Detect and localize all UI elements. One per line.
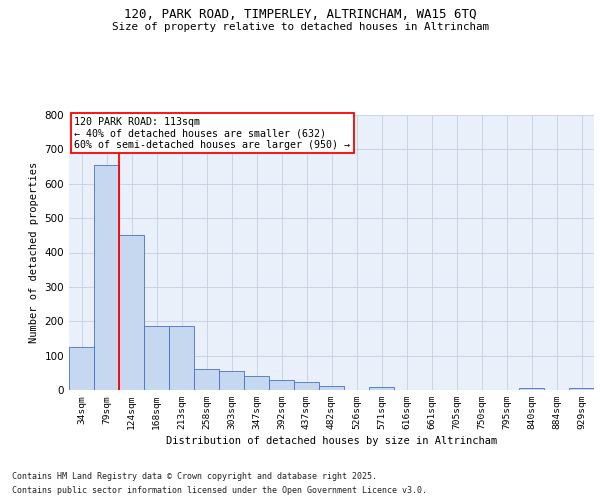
Bar bbox=[369, 386, 394, 390]
Bar bbox=[319, 386, 344, 390]
Bar bbox=[119, 236, 144, 390]
Bar bbox=[294, 382, 319, 390]
Text: Contains public sector information licensed under the Open Government Licence v3: Contains public sector information licen… bbox=[12, 486, 427, 495]
Bar bbox=[169, 326, 194, 390]
Text: Size of property relative to detached houses in Altrincham: Size of property relative to detached ho… bbox=[112, 22, 488, 32]
Text: 120 PARK ROAD: 113sqm
← 40% of detached houses are smaller (632)
60% of semi-det: 120 PARK ROAD: 113sqm ← 40% of detached … bbox=[74, 116, 350, 150]
Bar bbox=[94, 165, 119, 390]
Bar bbox=[244, 376, 269, 390]
Text: Contains HM Land Registry data © Crown copyright and database right 2025.: Contains HM Land Registry data © Crown c… bbox=[12, 472, 377, 481]
Bar bbox=[194, 370, 219, 390]
Bar bbox=[69, 347, 94, 390]
Text: 120, PARK ROAD, TIMPERLEY, ALTRINCHAM, WA15 6TQ: 120, PARK ROAD, TIMPERLEY, ALTRINCHAM, W… bbox=[124, 8, 476, 20]
Bar bbox=[269, 380, 294, 390]
Y-axis label: Number of detached properties: Number of detached properties bbox=[29, 162, 39, 343]
X-axis label: Distribution of detached houses by size in Altrincham: Distribution of detached houses by size … bbox=[166, 436, 497, 446]
Bar bbox=[569, 388, 594, 390]
Bar bbox=[519, 388, 544, 390]
Bar bbox=[219, 371, 244, 390]
Bar bbox=[144, 326, 169, 390]
